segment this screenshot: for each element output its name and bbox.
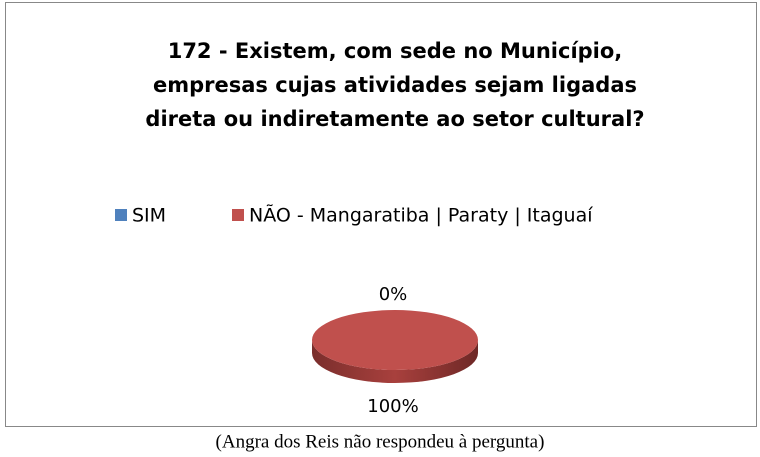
- data-label: 100%: [367, 396, 418, 417]
- chart-title: direta ou indiretamente ao setor cultura…: [145, 107, 644, 131]
- legend-swatch: [232, 209, 244, 221]
- caption: (Angra dos Reis não respondeu à pergunta…: [216, 431, 545, 452]
- legend-label: SIM: [132, 205, 166, 227]
- chart-title: empresas cujas atividades sejam ligadas: [153, 73, 637, 97]
- data-label: 0%: [379, 284, 408, 305]
- pie-slice: [312, 310, 478, 370]
- legend-swatch: [115, 209, 127, 221]
- legend-label: NÃO - Mangaratiba | Paraty | Itaguaí: [249, 204, 593, 227]
- pie-side: [312, 340, 478, 383]
- chart-title: 172 - Existem, com sede no Município,: [168, 39, 623, 63]
